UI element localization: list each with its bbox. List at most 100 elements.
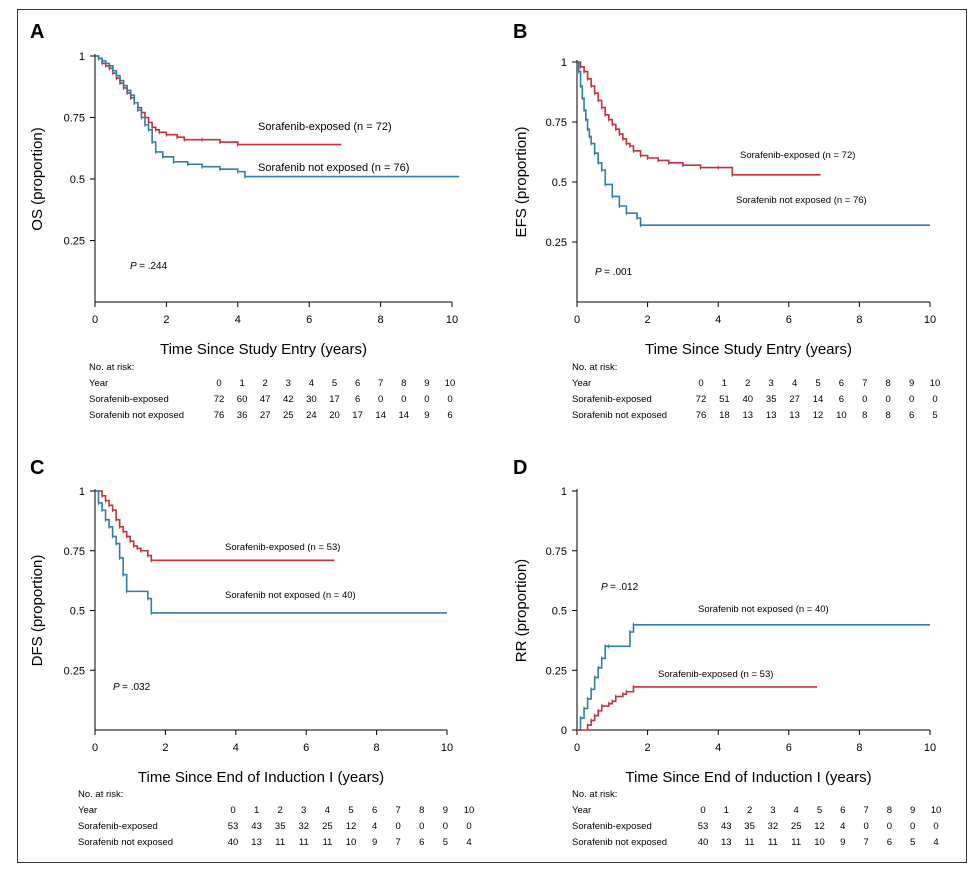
- risk-table-cell: 8: [886, 410, 891, 421]
- risk-table-year-label: Year: [572, 805, 591, 816]
- risk-table-cell: 13: [251, 837, 262, 848]
- risk-table-year: 4: [325, 805, 330, 816]
- x-tick-label: 6: [786, 314, 792, 326]
- risk-table-cell: 35: [744, 821, 755, 832]
- panel-letter-A: A: [30, 21, 44, 43]
- risk-table-cell: 11: [791, 837, 801, 848]
- risk-table-cell: 6: [355, 394, 360, 405]
- risk-table-year: 6: [839, 378, 844, 389]
- risk-table-year: 2: [278, 805, 283, 816]
- risk-table-year: 9: [424, 378, 429, 389]
- risk-table-cell: 4: [372, 821, 377, 832]
- x-tick-label: 4: [715, 742, 721, 754]
- figure-frame: [17, 9, 967, 863]
- risk-table-year: 5: [332, 378, 337, 389]
- risk-table-year: 6: [372, 805, 377, 816]
- risk-table-year-label: Year: [572, 378, 591, 389]
- risk-table-year: 0: [216, 378, 221, 389]
- risk-table-cell: 76: [696, 410, 707, 421]
- risk-table-cell: 30: [306, 394, 317, 405]
- risk-table-cell: 12: [346, 821, 357, 832]
- x-axis-label: Time Since End of Induction I (years): [625, 769, 871, 786]
- risk-table-cell: 0: [887, 821, 892, 832]
- risk-table-year: 4: [792, 378, 797, 389]
- risk-table-cell: 42: [283, 394, 294, 405]
- risk-table-year: 0: [230, 805, 235, 816]
- risk-table-cell: 0: [396, 821, 401, 832]
- y-tick-label: 0: [561, 725, 567, 737]
- risk-table-cell: 0: [424, 394, 429, 405]
- risk-table-year: 7: [378, 378, 383, 389]
- x-tick-label: 0: [92, 742, 98, 754]
- x-axis-label: Time Since End of Induction I (years): [138, 769, 384, 786]
- risk-table-year: 8: [419, 805, 424, 816]
- risk-table-cell: 11: [768, 837, 778, 848]
- y-tick-label: 1: [561, 486, 567, 498]
- risk-table-cell: 35: [766, 394, 777, 405]
- x-tick-label: 4: [715, 314, 721, 326]
- risk-table-row-label: Sorafenib-exposed: [78, 821, 158, 832]
- y-tick-label: 0.75: [64, 113, 85, 125]
- risk-table-row-label: Sorafenib-exposed: [572, 821, 652, 832]
- x-axis-label: Time Since Study Entry (years): [160, 341, 367, 358]
- risk-table-year: 9: [909, 378, 914, 389]
- risk-table-year: 3: [301, 805, 306, 816]
- risk-table-cell: 25: [322, 821, 333, 832]
- risk-table-cell: 4: [466, 837, 471, 848]
- risk-table-year: 8: [887, 805, 892, 816]
- risk-table-cell: 43: [721, 821, 732, 832]
- risk-table-cell: 11: [745, 837, 755, 848]
- risk-table-cell: 60: [237, 394, 248, 405]
- risk-table-cell: 51: [719, 394, 730, 405]
- risk-table-cell: 25: [791, 821, 802, 832]
- risk-table-cell: 11: [322, 837, 332, 848]
- x-tick-label: 2: [163, 314, 169, 326]
- risk-table-cell: 36: [237, 410, 248, 421]
- risk-table-row-label: Sorafenib not exposed: [572, 837, 667, 848]
- x-tick-label: 6: [786, 742, 792, 754]
- risk-table-year: 4: [309, 378, 314, 389]
- series-annotation: Sorafenib-exposed (n = 53): [225, 542, 340, 553]
- risk-table-cell: 13: [743, 410, 754, 421]
- risk-table-cell: 6: [419, 837, 424, 848]
- y-tick-label: 0.25: [546, 665, 567, 677]
- risk-table-cell: 17: [329, 394, 340, 405]
- risk-table-cell: 5: [910, 837, 915, 848]
- y-tick-label: 0.75: [546, 117, 567, 129]
- risk-table-cell: 7: [863, 837, 868, 848]
- risk-table-cell: 6: [909, 410, 914, 421]
- risk-table-row-label: Sorafenib-exposed: [89, 394, 169, 405]
- risk-table-year: 10: [930, 378, 941, 389]
- risk-table-year: 1: [722, 378, 727, 389]
- risk-table-cell: 0: [401, 394, 406, 405]
- km-curve-sorafenib-exposed: [95, 490, 335, 562]
- y-axis-label: DFS (proportion): [29, 555, 46, 667]
- p-value-label: P = .032: [113, 682, 151, 693]
- p-value-label: P = .244: [130, 261, 168, 272]
- x-tick-label: 0: [92, 314, 98, 326]
- risk-table-cell: 12: [814, 821, 825, 832]
- risk-table-cell: 7: [396, 837, 401, 848]
- risk-table-cell: 18: [719, 410, 730, 421]
- risk-table-cell: 72: [214, 394, 225, 405]
- risk-table-cell: 0: [378, 394, 383, 405]
- y-axis-label: EFS (proportion): [513, 127, 530, 238]
- y-tick-label: 1: [79, 51, 85, 63]
- x-tick-label: 8: [856, 314, 862, 326]
- risk-table-cell: 27: [260, 410, 271, 421]
- risk-table-year: 6: [840, 805, 845, 816]
- risk-table-cell: 0: [910, 821, 915, 832]
- y-tick-label: 1: [79, 486, 85, 498]
- risk-table-year-label: Year: [78, 805, 97, 816]
- risk-table-year: 0: [700, 805, 705, 816]
- risk-table-cell: 17: [352, 410, 363, 421]
- risk-table-year: 2: [747, 805, 752, 816]
- panel-letter-D: D: [513, 457, 527, 479]
- risk-table-cell: 13: [789, 410, 800, 421]
- risk-table-cell: 0: [863, 821, 868, 832]
- risk-table-cell: 13: [721, 837, 732, 848]
- risk-table-cell: 10: [346, 837, 357, 848]
- risk-table-cell: 9: [840, 837, 845, 848]
- p-value-label: P = .001: [595, 267, 633, 278]
